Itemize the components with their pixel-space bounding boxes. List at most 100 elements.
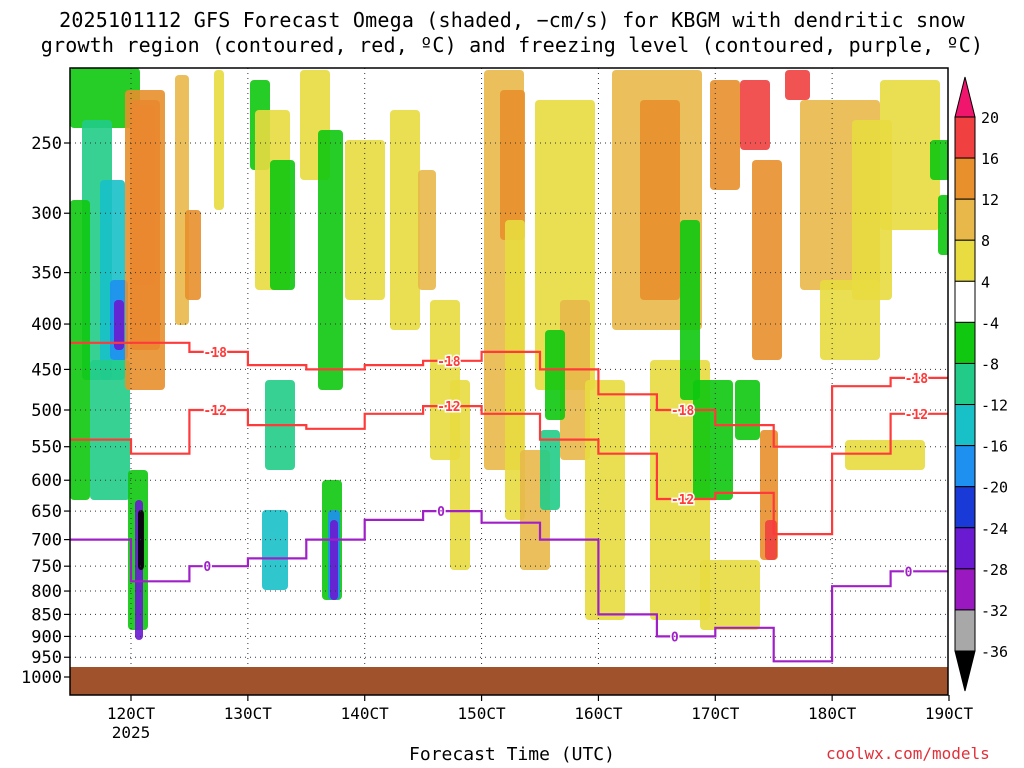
omega-cell-20 — [262, 510, 288, 590]
omega-cell-45 — [740, 80, 770, 150]
omega-cell-14 — [185, 210, 201, 300]
contour-lines: -18 -18 -18 -18 -12 -12 -12 -12 0 0 0 0 — [70, 341, 948, 663]
omega-cell-25 — [330, 520, 338, 600]
omega-cell-57 — [735, 380, 760, 440]
x-axis-label: Forecast Time (UTC) — [409, 744, 615, 765]
dendritic-top-contour-label-0: -18 — [203, 346, 227, 361]
colorbar-swatch-7 — [954, 362, 976, 406]
y-axis: 2503003504004505005506006507007508008509… — [21, 134, 70, 688]
y-tick-label-13: 900 — [31, 627, 62, 647]
colorbar-swatch-12 — [954, 568, 976, 611]
x-tick-label-1: 130CT — [224, 704, 273, 723]
colorbar-swatch-11 — [954, 527, 976, 570]
ground-layer — [70, 667, 948, 695]
colorbar-label-0: 20 — [981, 109, 999, 127]
omega-shading — [70, 68, 948, 640]
y-tick-label-0: 250 — [31, 134, 62, 154]
dendritic-bottom-contour-label-3: -12 — [905, 408, 928, 423]
omega-cell-6 — [90, 360, 130, 500]
colorbar: 20 16 12 8 4 -4 -8 -12 -16 -20 -24 -28 -32 -36 — [954, 76, 1008, 692]
colorbar-swatch-8 — [954, 404, 976, 447]
omega-cell-4 — [114, 300, 124, 350]
x-tick-label-0: 120CT — [107, 704, 156, 723]
omega-cell-55 — [938, 195, 948, 255]
colorbar-label-2: 12 — [981, 191, 999, 209]
y-tick-label-7: 600 — [31, 471, 62, 491]
freezing-level-contour-label-3: 0 — [905, 565, 913, 580]
omega-cell-41 — [680, 220, 700, 400]
colorbar-label-3: 8 — [981, 232, 990, 250]
omega-cell-27 — [390, 110, 420, 330]
omega-cell-15 — [214, 70, 224, 210]
freezing-level-contour-label-2: 0 — [671, 630, 679, 645]
colorbar-swatch-9 — [954, 445, 976, 488]
omega-cell-39 — [585, 380, 625, 620]
colorbar-swatch-3 — [954, 198, 976, 241]
omega-cell-12 — [125, 90, 165, 390]
freezing-level-contour-label-1: 0 — [437, 505, 445, 520]
y-tick-label-2: 350 — [31, 264, 62, 284]
freezing-level-contour-label-0: 0 — [203, 560, 211, 575]
y-tick-label-11: 800 — [31, 582, 62, 602]
omega-cell-42 — [693, 380, 733, 500]
omega-cell-33 — [505, 220, 525, 520]
chart-title-line-2: growth region (contoured, red, ºC) and f… — [40, 33, 984, 57]
x-tick-label-5: 170CT — [691, 704, 740, 723]
y-tick-label-5: 500 — [31, 401, 62, 421]
omega-cell-44 — [710, 80, 740, 190]
x-tick-label-2: 140CT — [341, 704, 390, 723]
y-tick-label-12: 850 — [31, 605, 62, 625]
y-tick-label-1: 300 — [31, 204, 62, 224]
plot-frame — [69, 67, 949, 696]
x-tick-label-7: 190CT — [925, 704, 974, 723]
colorbar-label-12: -32 — [981, 602, 1008, 620]
omega-cell-56 — [845, 440, 925, 470]
dendritic-bottom-contour-label-0: -12 — [203, 404, 226, 419]
omega-cell-43 — [700, 560, 760, 630]
source-credit: coolwx.com/models — [826, 744, 990, 763]
colorbar-bottom-arrow — [954, 650, 976, 692]
colorbar-label-9: -20 — [981, 479, 1008, 497]
colorbar-label-7: -12 — [981, 397, 1008, 415]
omega-cell-54 — [930, 140, 948, 180]
dendritic-top-contour — [70, 341, 948, 448]
colorbar-swatch-1 — [954, 116, 976, 159]
colorbar-label-4: 4 — [981, 273, 990, 291]
x-year-label: 2025 — [112, 723, 151, 742]
colorbar-label-1: 16 — [981, 150, 999, 168]
omega-cell-32 — [500, 90, 525, 240]
colorbar-swatch-10 — [954, 486, 976, 529]
dendritic-bottom-contour-label-2: -12 — [671, 493, 694, 508]
omega-cell-26 — [345, 140, 385, 300]
dendritic-bottom-contour-label-1: -12 — [437, 400, 460, 415]
dendritic-bottom-contour — [70, 405, 948, 536]
x-tick-label-6: 180CT — [808, 704, 857, 723]
y-tick-label-10: 750 — [31, 557, 62, 577]
ground-surface — [70, 667, 948, 695]
colorbar-label-11: -28 — [981, 561, 1008, 579]
omega-cell-46 — [752, 160, 782, 360]
omega-cell-22 — [318, 130, 343, 390]
colorbar-swatch-6 — [954, 321, 976, 364]
colorbar-label-8: -16 — [981, 438, 1008, 456]
colorbar-label-10: -24 — [981, 520, 1008, 538]
colorbar-label-5: -4 — [981, 314, 999, 332]
dendritic-top-contour-label-1: -18 — [437, 355, 461, 370]
y-tick-label-14: 950 — [31, 648, 62, 668]
freezing-level-contour — [70, 510, 948, 663]
colorbar-swatch-2 — [954, 157, 976, 200]
y-tick-label-8: 650 — [31, 502, 62, 522]
omega-cell-36 — [560, 300, 590, 460]
x-axis: 120CT 130CT 140CT 150CT 160CT 170CT 180CT 190CT… — [107, 695, 974, 742]
colorbar-label-13: -36 — [981, 643, 1008, 661]
y-tick-label-6: 550 — [31, 438, 62, 458]
x-tick-label-3: 150CT — [457, 704, 506, 723]
omega-cell-53 — [880, 80, 940, 230]
y-tick-label-4: 450 — [31, 360, 62, 380]
omega-cell-5 — [70, 200, 90, 500]
chart-title-line-1: 2025101112 GFS Forecast Omega (shaded, −… — [59, 8, 965, 32]
omega-cell-28 — [418, 170, 436, 290]
colorbar-swatch-4 — [954, 239, 976, 282]
omega-cell-58 — [545, 330, 565, 420]
